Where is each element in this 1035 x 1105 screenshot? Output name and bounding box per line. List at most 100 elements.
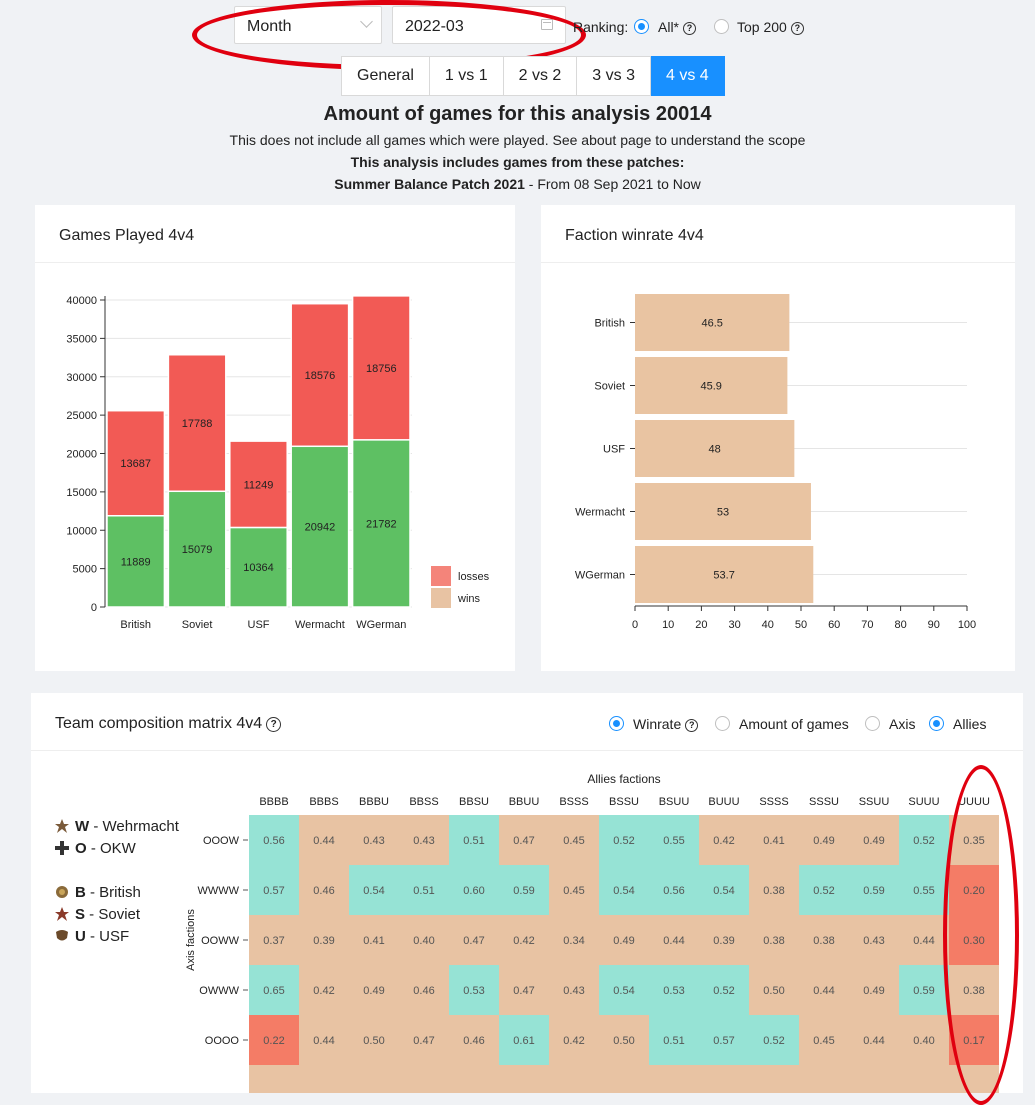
cell-value: 0.51 bbox=[663, 1035, 684, 1047]
bar-winrate bbox=[635, 357, 788, 414]
column-label: BBBS bbox=[309, 796, 338, 808]
heatmap-cell bbox=[749, 1015, 799, 1065]
heatmap-cell-partial bbox=[549, 1065, 599, 1093]
heatmap-cell bbox=[249, 815, 299, 865]
cell-value: 0.46 bbox=[413, 985, 434, 997]
heatmap-cell bbox=[799, 915, 849, 965]
option-allies-label[interactable]: Allies bbox=[953, 716, 987, 732]
cell-value: 0.45 bbox=[563, 885, 584, 897]
cell-value: 0.52 bbox=[713, 985, 734, 997]
games-played-title: Games Played 4v4 bbox=[59, 227, 195, 244]
bar-winrate bbox=[635, 420, 795, 477]
cell-value: 0.55 bbox=[913, 885, 934, 897]
heatmap-cell bbox=[899, 1015, 949, 1065]
legend-british: B - British bbox=[55, 884, 141, 901]
patch-line: Summer Balance Patch 2021 - From 08 Sep … bbox=[0, 176, 1035, 192]
help-icon[interactable]: ? bbox=[266, 717, 282, 732]
y-tick-label: 35000 bbox=[66, 333, 97, 345]
data-label-wins: 21782 bbox=[366, 518, 397, 530]
heatmap-cell bbox=[399, 1015, 449, 1065]
heatmap-cell bbox=[399, 915, 449, 965]
ranking-label: Ranking: bbox=[573, 19, 629, 35]
ranking-top-label[interactable]: Top 200? bbox=[737, 19, 804, 35]
x-tick-label: 0 bbox=[632, 619, 638, 631]
bar-winrate bbox=[635, 294, 790, 351]
option-amount-radio[interactable] bbox=[715, 716, 730, 731]
row-label: OOWW bbox=[201, 935, 239, 947]
legend-letter: W bbox=[75, 818, 90, 835]
heatmap-cell bbox=[249, 965, 299, 1015]
cell-value: 0.47 bbox=[463, 935, 484, 947]
cell-value: 0.42 bbox=[513, 935, 534, 947]
legend-name: - British bbox=[85, 884, 141, 901]
heatmap-cell-partial bbox=[249, 1065, 299, 1093]
cell-value: 0.56 bbox=[663, 885, 684, 897]
option-winrate-label[interactable]: Winrate? bbox=[633, 716, 699, 732]
row-label: WWWW bbox=[197, 885, 239, 897]
ranking-top-radio[interactable] bbox=[714, 19, 729, 34]
ranking-all-label[interactable]: All*? bbox=[658, 19, 697, 35]
heatmap-cell bbox=[299, 1015, 349, 1065]
data-label: 48 bbox=[709, 444, 721, 456]
heatmap-cell bbox=[249, 865, 299, 915]
cell-value: 0.59 bbox=[863, 885, 884, 897]
column-label: BBUU bbox=[509, 796, 540, 808]
option-axis-radio[interactable] bbox=[865, 716, 880, 731]
cell-value: 0.52 bbox=[763, 1035, 784, 1047]
cell-value: 0.47 bbox=[513, 985, 534, 997]
legend-name: - OKW bbox=[86, 840, 136, 857]
heatmap-cell bbox=[899, 815, 949, 865]
option-axis-label[interactable]: Axis bbox=[889, 716, 916, 732]
heatmap-cell bbox=[549, 865, 599, 915]
heatmap-cell bbox=[649, 1015, 699, 1065]
column-label: SSSU bbox=[809, 796, 839, 808]
help-icon[interactable]: ? bbox=[685, 719, 699, 732]
column-label: BBBU bbox=[359, 796, 389, 808]
help-icon[interactable]: ? bbox=[683, 22, 697, 35]
tab-4v4[interactable]: 4 vs 4 bbox=[650, 56, 725, 96]
heatmap-cell bbox=[249, 1015, 299, 1065]
bar-losses bbox=[351, 295, 411, 441]
legend-wehrmacht: W - Wehrmacht bbox=[55, 818, 179, 835]
heatmap-cell bbox=[699, 915, 749, 965]
scope-note: This does not include all games which we… bbox=[229, 132, 806, 148]
option-winrate-radio[interactable] bbox=[609, 716, 624, 731]
heatmap-cell bbox=[449, 1015, 499, 1065]
heatmap-cell bbox=[399, 965, 449, 1015]
cell-value: 0.39 bbox=[713, 935, 734, 947]
help-icon[interactable]: ? bbox=[790, 22, 804, 35]
british-icon bbox=[56, 886, 68, 898]
heatmap-cell bbox=[649, 865, 699, 915]
tab-2v2[interactable]: 2 vs 2 bbox=[503, 56, 578, 96]
legend-letter: B bbox=[75, 884, 86, 901]
data-label-losses: 11249 bbox=[244, 479, 274, 491]
cell-value: 0.56 bbox=[263, 835, 284, 847]
tab-1v1[interactable]: 1 vs 1 bbox=[429, 56, 504, 96]
tab-general[interactable]: General bbox=[341, 56, 430, 96]
column-label: BSSS bbox=[559, 796, 588, 808]
heatmap-cell bbox=[499, 965, 549, 1015]
soviet-icon bbox=[55, 907, 69, 921]
cell-value: 0.42 bbox=[713, 835, 734, 847]
cell-value: 0.50 bbox=[763, 985, 784, 997]
heatmap-cell-partial bbox=[699, 1065, 749, 1093]
cell-value: 0.42 bbox=[313, 985, 334, 997]
cell-value: 0.37 bbox=[263, 935, 284, 947]
y-tick-label: Wermacht bbox=[575, 507, 625, 519]
y-tick-label: USF bbox=[603, 444, 625, 456]
x-tick-label: 70 bbox=[861, 619, 873, 631]
cell-value: 0.47 bbox=[513, 835, 534, 847]
heatmap-cell bbox=[599, 815, 649, 865]
cell-value: 0.49 bbox=[863, 835, 884, 847]
option-amount-label[interactable]: Amount of games bbox=[739, 716, 849, 732]
page-title: Amount of games for this analysis 20014 bbox=[323, 103, 712, 125]
tab-3v3[interactable]: 3 vs 3 bbox=[577, 56, 651, 96]
cell-value: 0.42 bbox=[563, 1035, 584, 1047]
winrate-title: Faction winrate 4v4 bbox=[565, 227, 704, 244]
heatmap-cell bbox=[849, 815, 899, 865]
ranking-all-radio[interactable] bbox=[634, 19, 649, 34]
option-allies-radio[interactable] bbox=[929, 716, 944, 731]
cell-value: 0.43 bbox=[363, 835, 384, 847]
heatmap-cell bbox=[849, 965, 899, 1015]
y-tick-label: Soviet bbox=[594, 381, 625, 393]
